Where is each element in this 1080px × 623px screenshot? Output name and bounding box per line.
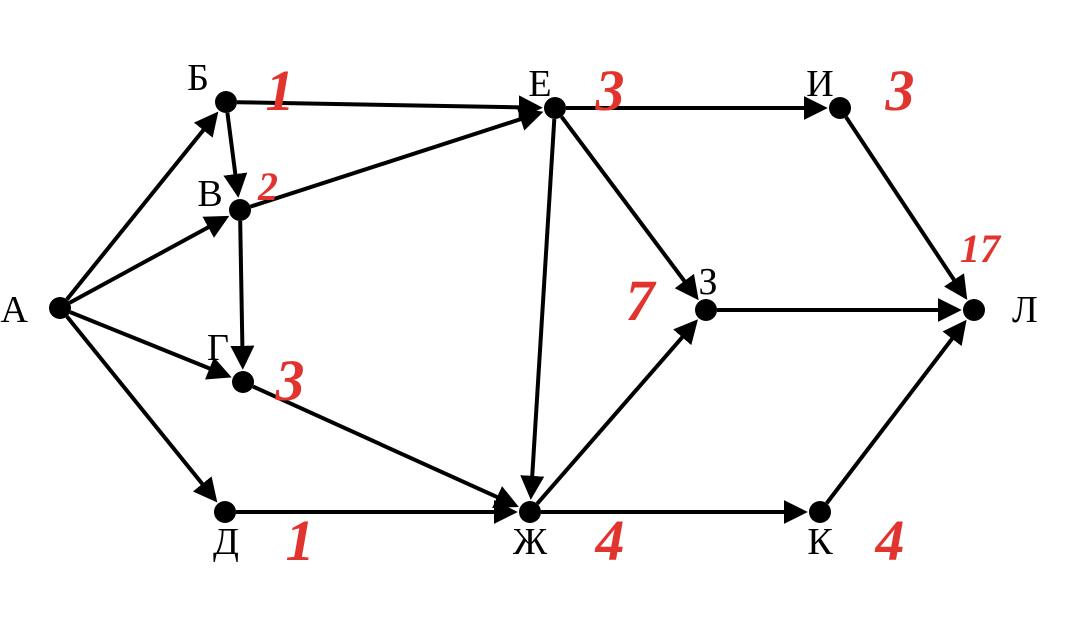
- node-A: [49, 297, 71, 319]
- edge-Zh-Z: [537, 323, 695, 504]
- node-L: [963, 299, 985, 321]
- edges-layer: [67, 102, 965, 512]
- label-V: В: [197, 173, 222, 215]
- node-D: [214, 501, 236, 523]
- label-Zh: Ж: [513, 521, 548, 563]
- annotation-V: 2: [257, 164, 278, 209]
- edge-K-L: [827, 324, 964, 504]
- edge-A-G: [70, 312, 227, 376]
- edge-B-V: [227, 113, 237, 193]
- node-V: [229, 199, 251, 221]
- annotation-I: 3: [885, 58, 915, 123]
- nodes-layer: [49, 91, 985, 523]
- label-B: Б: [187, 57, 209, 99]
- annotation-L: 17: [960, 226, 1002, 271]
- annotation-Z: 7: [626, 268, 657, 333]
- label-L: Л: [1012, 289, 1038, 331]
- edge-E-Zh: [531, 119, 554, 495]
- node-K: [809, 501, 831, 523]
- edge-A-V: [70, 218, 225, 303]
- annotation-K: 4: [875, 508, 905, 573]
- label-E: Е: [528, 63, 551, 105]
- edge-V-G: [240, 221, 243, 365]
- node-B: [215, 91, 237, 113]
- label-Z: З: [698, 261, 717, 303]
- edge-A-D: [67, 317, 214, 499]
- edge-I-L: [846, 117, 965, 296]
- annotation-G: 3: [275, 348, 305, 413]
- label-D: Д: [213, 521, 239, 563]
- annotation-B: 1: [266, 58, 295, 123]
- edge-V-E: [250, 113, 538, 206]
- annotations-layer: 1 2 3 1 3 4 7 3 4 17: [257, 58, 1002, 573]
- label-I: И: [806, 63, 833, 105]
- directed-graph: А Б В Г Д Е Ж З И К Л 1 2 3 1 3 4 7 3 4 17: [0, 0, 1080, 623]
- label-K: К: [807, 521, 833, 563]
- node-G: [232, 371, 254, 393]
- label-A: А: [1, 289, 29, 331]
- annotation-E: 3: [595, 58, 625, 123]
- annotation-D: 1: [286, 508, 315, 573]
- label-G: Г: [207, 327, 229, 369]
- node-Zh: [519, 501, 541, 523]
- annotation-Zh: 4: [595, 508, 625, 573]
- edge-A-B: [67, 115, 215, 299]
